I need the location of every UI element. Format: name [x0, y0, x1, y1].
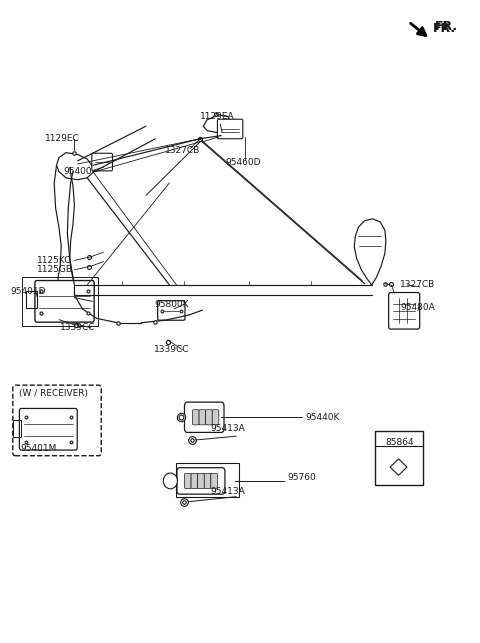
Text: 95401D: 95401D — [11, 287, 46, 296]
FancyBboxPatch shape — [212, 410, 219, 425]
Text: 85864: 85864 — [385, 438, 414, 447]
Text: 1125KC: 1125KC — [37, 256, 72, 265]
Text: 1327CB: 1327CB — [165, 145, 200, 154]
Text: 95480A: 95480A — [400, 303, 435, 312]
Text: FR.: FR. — [435, 20, 458, 33]
FancyBboxPatch shape — [211, 473, 217, 489]
FancyBboxPatch shape — [184, 473, 191, 489]
FancyBboxPatch shape — [204, 473, 211, 489]
FancyBboxPatch shape — [191, 473, 198, 489]
Text: 95401M: 95401M — [21, 444, 57, 453]
Text: 95760: 95760 — [287, 473, 316, 482]
Text: 95460D: 95460D — [225, 158, 261, 167]
FancyBboxPatch shape — [205, 410, 212, 425]
Text: 95800K: 95800K — [155, 300, 189, 309]
Text: 1129EC: 1129EC — [45, 134, 80, 143]
Text: 95413A: 95413A — [211, 487, 246, 496]
Text: 1339CC: 1339CC — [155, 345, 190, 354]
Text: 95413A: 95413A — [211, 424, 246, 433]
FancyBboxPatch shape — [374, 431, 422, 485]
FancyBboxPatch shape — [184, 402, 224, 432]
FancyBboxPatch shape — [198, 473, 204, 489]
Text: 1129EA: 1129EA — [200, 113, 235, 121]
FancyBboxPatch shape — [13, 385, 101, 456]
FancyBboxPatch shape — [199, 410, 205, 425]
Text: 95440K: 95440K — [305, 413, 339, 422]
FancyBboxPatch shape — [177, 463, 239, 496]
Text: (W / RECEIVER): (W / RECEIVER) — [19, 390, 88, 399]
Ellipse shape — [163, 473, 178, 489]
Text: 1339CC: 1339CC — [60, 323, 96, 332]
Text: 95400: 95400 — [63, 167, 92, 176]
Text: FR.: FR. — [433, 22, 456, 35]
FancyBboxPatch shape — [35, 280, 94, 322]
FancyBboxPatch shape — [92, 153, 112, 171]
FancyBboxPatch shape — [157, 301, 185, 320]
FancyBboxPatch shape — [389, 293, 420, 329]
Text: 1125GB: 1125GB — [37, 266, 73, 275]
Text: 1327CB: 1327CB — [400, 280, 435, 289]
FancyBboxPatch shape — [19, 408, 77, 450]
FancyBboxPatch shape — [192, 410, 199, 425]
FancyBboxPatch shape — [217, 119, 243, 139]
FancyBboxPatch shape — [177, 467, 225, 494]
